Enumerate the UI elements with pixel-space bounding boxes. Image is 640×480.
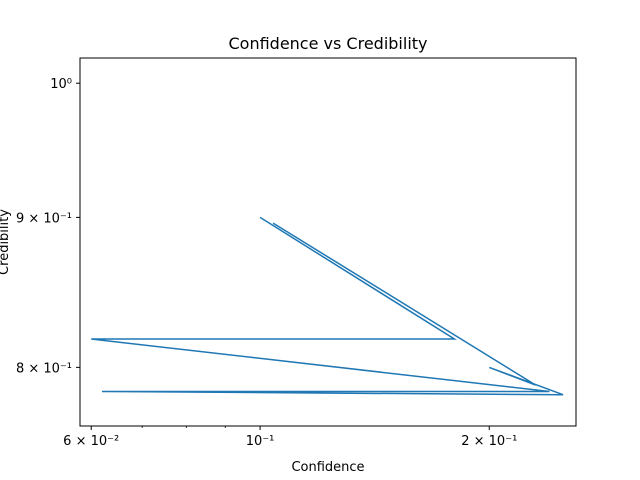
x-tick-label-1: 10⁻¹: [246, 434, 275, 449]
series-line-0: [91, 216, 564, 396]
axes-frame: [79, 57, 577, 427]
x-tick-label-0: 6 × 10⁻²: [63, 434, 119, 449]
plot-area: 6 × 10⁻² 10⁻¹ 2 × 10⁻¹ 8 × 10⁻¹ 9 × 10⁻¹ 10⁰: [16, 57, 577, 449]
chart-title: Confidence vs Credibility: [228, 34, 427, 53]
y-tick-label-0: 8 × 10⁻¹: [16, 361, 72, 376]
y-tick-label-2: 10⁰: [50, 77, 72, 92]
y-tick-label-1: 9 × 10⁻¹: [16, 211, 72, 226]
x-tick-label-2: 2 × 10⁻¹: [461, 434, 517, 449]
y-axis-label: Credibility: [0, 209, 12, 275]
x-axis-label: Confidence: [291, 460, 364, 475]
